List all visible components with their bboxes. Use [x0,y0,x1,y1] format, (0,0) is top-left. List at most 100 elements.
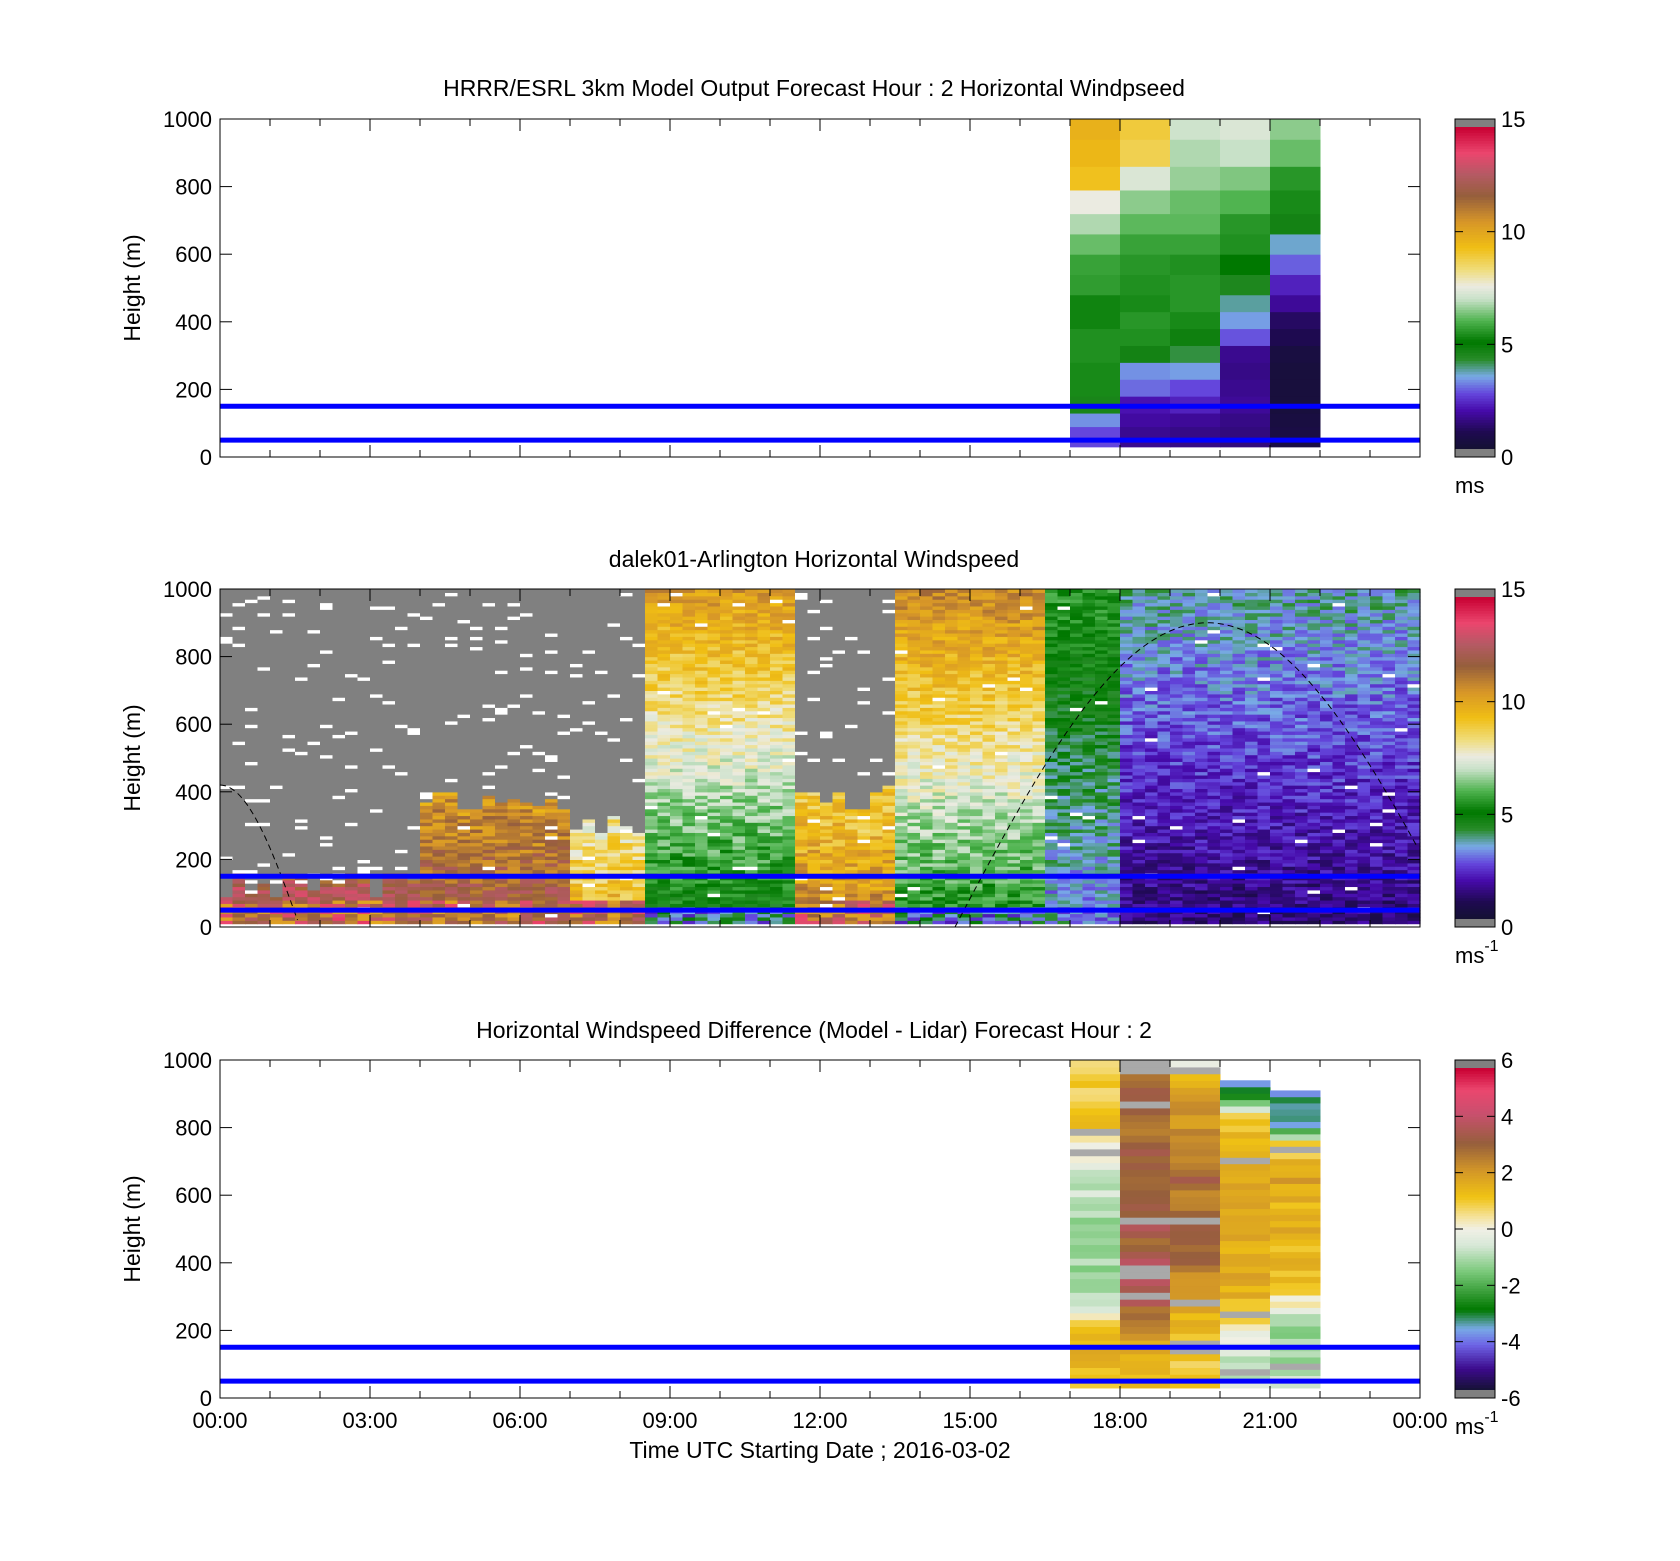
heatmap-cell [745,690,759,695]
heatmap-cell [445,592,459,597]
heatmap-cell [232,778,246,783]
heatmap-cell [507,636,521,641]
heatmap-cell [732,646,746,651]
heatmap-cell [682,785,696,790]
heatmap-cell [545,632,559,637]
heatmap-cell [632,653,646,658]
heatmap-cell [507,808,521,813]
heatmap-cell [582,751,596,756]
heatmap-cell [620,636,634,641]
heatmap-cell [582,629,596,634]
heatmap-cell [407,822,421,827]
heatmap-cell [582,886,596,891]
heatmap-cell [357,659,371,664]
heatmap-cell [232,693,246,698]
heatmap-cell [545,828,559,833]
heatmap-cell [232,690,246,695]
heatmap-cell [332,595,346,600]
heatmap-cell [620,744,634,749]
heatmap-cell [745,801,759,806]
heatmap-cell [282,842,296,847]
heatmap-cell [795,839,809,844]
heatmap-cell [432,859,446,864]
heatmap-cell [307,687,321,691]
heatmap-cell [682,734,696,739]
heatmap-cell [507,845,521,850]
heatmap-cell [782,754,796,759]
heatmap-cell [757,724,771,729]
heatmap-cell [257,636,271,641]
heatmap-cell [707,815,721,820]
heatmap-cell [545,842,559,847]
heatmap-cell [295,842,309,847]
heatmap-cell [345,646,359,651]
heatmap-cell [357,899,371,904]
heatmap-cell [482,825,496,830]
heatmap-cell [357,845,371,850]
heatmap-cell [432,798,446,803]
heatmap-cell [645,741,659,746]
heatmap-cell [582,622,596,627]
heatmap-cell [232,619,246,624]
heatmap-cell [432,839,446,844]
heatmap-cell [607,737,621,742]
heatmap-cell [407,690,421,695]
heatmap-cell [807,899,821,904]
heatmap-cell [370,612,384,617]
heatmap-cell [645,589,659,593]
heatmap-cell [507,693,521,698]
heatmap-cell [682,595,696,600]
heatmap-cell [345,862,359,867]
heatmap-cell [595,636,609,641]
heatmap-cell [432,747,446,752]
heatmap-cell [507,656,521,661]
heatmap-cell [232,676,246,681]
heatmap-cell [732,676,746,681]
heatmap-cell [407,619,421,624]
heatmap-cell [282,791,296,796]
heatmap-cell [457,741,471,746]
heatmap-cell [582,899,596,904]
heatmap-cell [607,697,621,702]
heatmap-cell [1120,294,1171,313]
heatmap-cell [757,646,771,651]
heatmap-cell [395,845,409,850]
heatmap-cell [582,822,596,827]
heatmap-cell [357,609,371,614]
heatmap-cell [407,673,421,678]
heatmap-cell [632,656,646,661]
heatmap-cell [320,649,334,654]
heatmap-cell [532,693,546,698]
heatmap-cell [520,714,534,719]
heatmap-cell [795,653,809,658]
heatmap-cell [482,639,496,644]
heatmap-cell [770,714,784,719]
heatmap-cell [457,825,471,830]
heatmap-cell [632,785,646,790]
heatmap-cell [595,690,609,695]
heatmap-cell [745,879,759,884]
heatmap-cell [595,717,609,722]
heatmap-cell [570,856,584,860]
heatmap-cell [732,697,746,702]
heatmap-cell [407,862,421,867]
heatmap-cell [382,626,396,631]
heatmap-cell [420,808,434,813]
heatmap-cell [707,687,721,691]
heatmap-cell [545,616,559,621]
heatmap-cell [432,683,446,688]
heatmap-cell [570,825,584,830]
heatmap-cell [420,693,434,698]
heatmap-cell [357,785,371,790]
colorbar-swatch [1455,258,1495,262]
heatmap-cell [320,862,334,867]
heatmap-cell [407,747,421,752]
heatmap-cell [695,619,709,624]
colorbar-unit-label: ms [1455,473,1484,498]
heatmap-cell [432,795,446,800]
colorbar-swatch [1455,245,1495,249]
heatmap-cell [357,781,371,786]
heatmap-cell [482,899,496,904]
heatmap-cell [545,812,559,817]
heatmap-cell [795,818,809,823]
